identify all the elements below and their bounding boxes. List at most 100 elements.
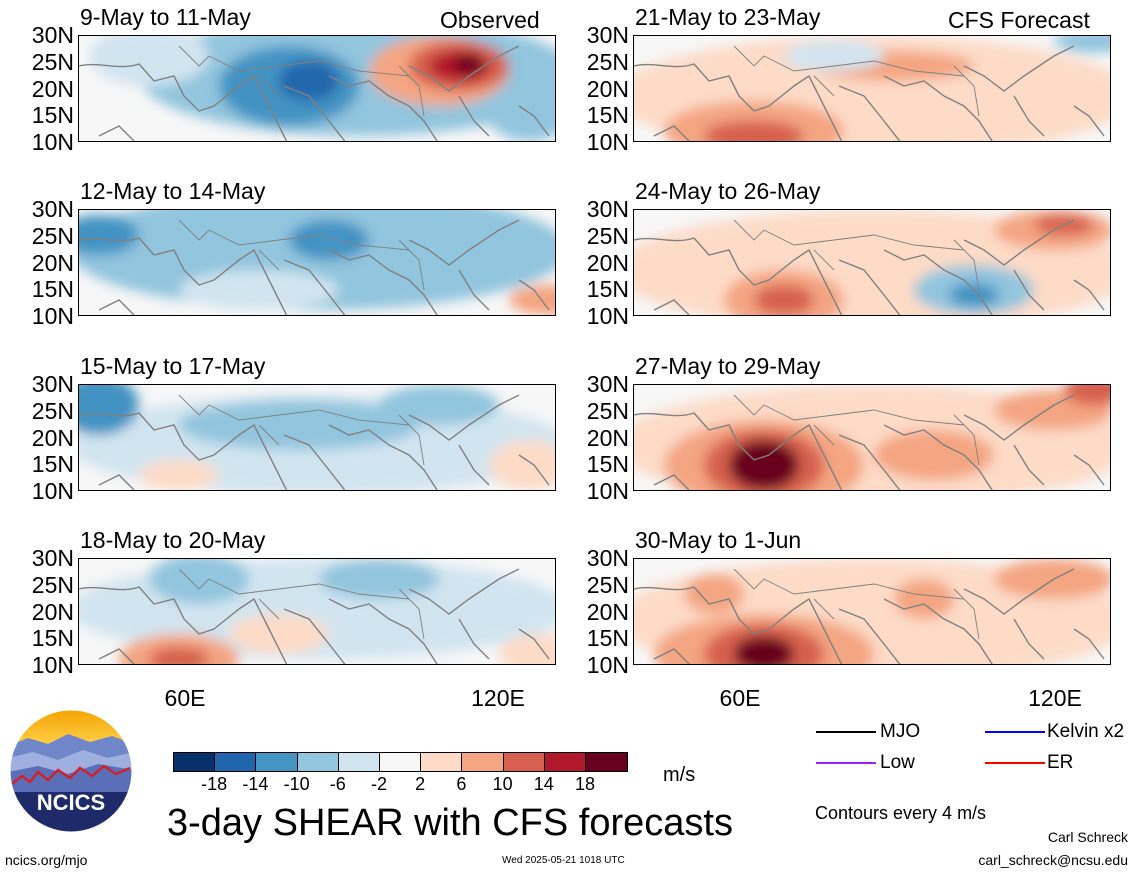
lat-label: 20N [31,598,74,625]
forecast-tag: CFS Forecast [948,7,1090,33]
timestamp: Wed 2025-05-21 1018 UTC [502,855,625,866]
colorbar-tick: -14 [242,774,269,794]
legend-line-low [816,762,876,764]
colorbar-cell [174,753,216,771]
shear-map [78,35,556,142]
colorbar-cell [421,753,463,771]
legend-label-low: Low [880,752,915,773]
legend-line-mjo [816,731,876,733]
lon-label-120e-right: 120E [1028,685,1082,711]
lon-label-60e-left: 60E [164,685,206,711]
shear-field [79,559,555,664]
panel-title: 9-May to 11-May [80,4,251,30]
shear-field [634,36,1110,141]
lat-label: 20N [586,424,629,451]
logo-text: NCICS [37,790,105,815]
lat-label: 30N [31,545,74,571]
colorbar-tick: -10 [283,774,310,794]
source-url: ncics.org/mjo [5,852,88,868]
colorbar-cell [544,753,586,771]
main-title: 3-day SHEAR with CFS forecasts [167,802,733,844]
shear-map [78,209,556,316]
colorbar-cell [338,753,380,771]
shear-map [78,384,556,491]
lat-label: 20N [31,424,74,451]
shear-map [633,35,1111,142]
panel-title: 15-May to 17-May [80,353,266,379]
colorbar-cell [585,753,628,771]
colorbar-cell [503,753,545,771]
lat-label: 30N [31,22,74,48]
colorbar-tick: -6 [329,774,346,794]
panel-title: 21-May to 23-May [635,4,821,30]
lat-label: 15N [586,625,629,652]
lat-label: 10N [31,652,74,678]
shear-field [634,210,1110,315]
colorbar-tick: 2 [415,774,426,794]
colorbar-cell [297,753,339,771]
lat-label: 30N [586,545,629,571]
shear-field [634,559,1110,664]
colorbar-tick: -2 [370,774,387,794]
lat-label: 10N [586,652,629,678]
colorbar [173,752,629,772]
lat-label: 30N [31,196,74,222]
colorbar-tick: -18 [201,774,228,794]
lat-label: 10N [31,129,74,155]
shear-map [633,209,1111,316]
lat-label: 20N [586,75,629,102]
lat-label: 15N [586,451,629,478]
lat-label: 15N [586,276,629,303]
panel-title: 24-May to 26-May [635,178,821,204]
lat-label: 30N [586,371,629,397]
lon-label-60e-right: 60E [719,685,761,711]
shear-map [633,558,1111,665]
lat-label: 15N [31,276,74,303]
lon-label-120e-left: 120E [471,685,525,711]
legend-line-er [985,762,1045,764]
colorbar-tick: 10 [492,774,513,794]
panel-title: 12-May to 14-May [80,178,266,204]
colorbar-cell [256,753,298,771]
lat-label: 15N [31,451,74,478]
author-name: Carl Schreck [1047,829,1128,845]
colorbar-cell [215,753,257,771]
lat-label: 25N [31,48,74,75]
panel-title: 30-May to 1-Jun [635,527,802,553]
shear-map [78,558,556,665]
shear-field [79,36,555,141]
legend-label-kelvin: Kelvin x2 [1047,721,1125,742]
lat-label: 25N [31,397,74,424]
shear-field [79,210,555,315]
lat-label: 25N [586,222,629,249]
lat-label: 25N [31,222,74,249]
lat-label: 20N [31,249,74,276]
author-email: carl_schreck@ncsu.edu [978,852,1128,868]
lat-label: 10N [586,129,629,155]
legend-label-mjo: MJO [880,721,921,742]
lat-label: 25N [586,571,629,598]
lat-label: 25N [586,48,629,75]
lat-label: 10N [31,478,74,504]
panel-title: 18-May to 20-May [80,527,266,553]
shear-map [633,384,1111,491]
lat-label: 10N [586,303,629,329]
lat-label: 25N [586,397,629,424]
lat-label: 10N [31,303,74,329]
panel-title: 27-May to 29-May [635,353,821,379]
lat-label: 30N [586,196,629,222]
contours-note: Contours every 4 m/s [815,803,987,823]
legend-label-er: ER [1047,752,1074,773]
lat-label: 15N [31,625,74,652]
lat-label: 15N [586,102,629,129]
lat-label: 15N [31,102,74,129]
colorbar-tick: 14 [533,774,554,794]
lat-label: 30N [586,22,629,48]
legend-line-kelvin [985,731,1045,733]
colorbar-cell [462,753,504,771]
lat-label: 20N [31,75,74,102]
observed-tag: Observed [440,7,540,33]
shear-field [79,385,555,490]
lat-label: 30N [31,371,74,397]
colorbar-tick: 18 [574,774,596,794]
